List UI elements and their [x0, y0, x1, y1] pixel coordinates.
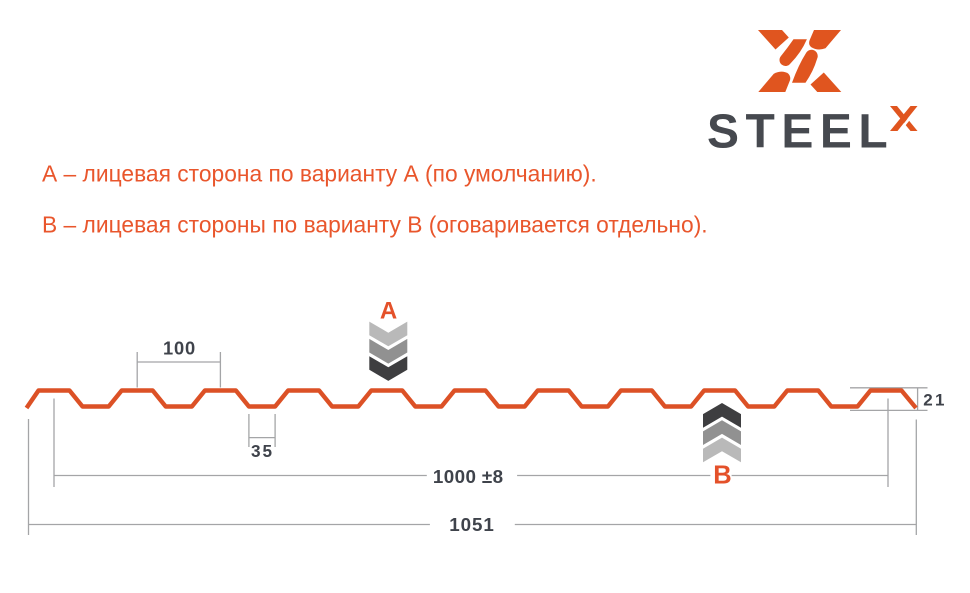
svg-text:В – лицевая стороны по вариант: В – лицевая стороны по варианту В (огова… — [42, 212, 708, 238]
svg-text:STEEL: STEEL — [707, 106, 894, 159]
svg-text:100: 100 — [163, 337, 196, 358]
svg-text:А – лицевая сторона по вариант: А – лицевая сторона по варианту А (по ум… — [42, 161, 597, 187]
svg-text:21: 21 — [923, 390, 946, 409]
svg-text:1000 ±8: 1000 ±8 — [433, 466, 504, 487]
svg-text:35: 35 — [251, 441, 274, 461]
svg-text:В: В — [713, 462, 731, 490]
svg-text:1051: 1051 — [449, 514, 494, 535]
svg-text:А: А — [380, 298, 397, 325]
